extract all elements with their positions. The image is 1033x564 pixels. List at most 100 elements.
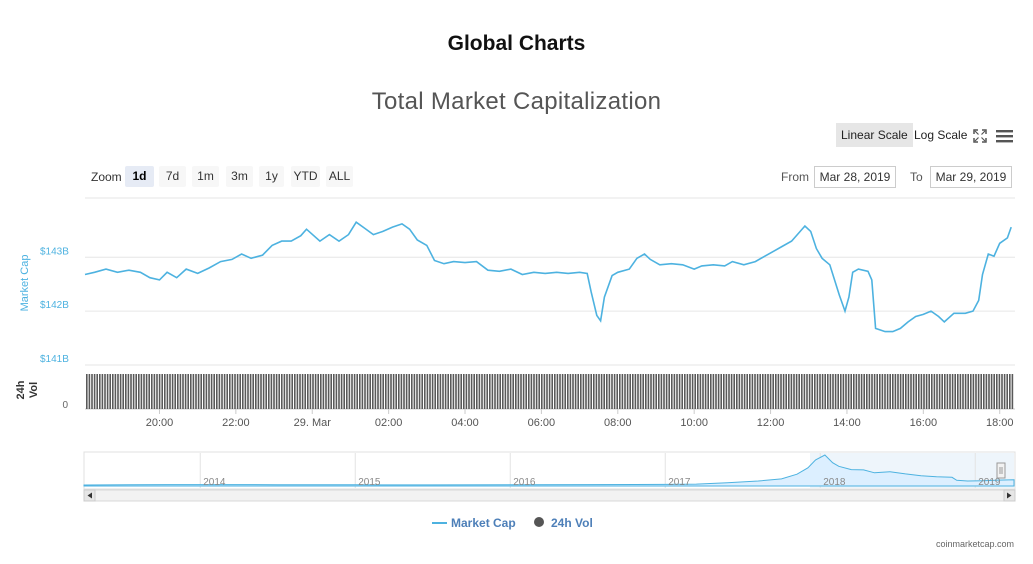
volume-bar (242, 374, 244, 409)
volume-bar (998, 374, 1001, 409)
volume-bar (132, 374, 135, 409)
volume-bar (86, 374, 88, 409)
volume-bar (444, 374, 447, 409)
volume-bar (600, 374, 603, 409)
volume-bar (517, 374, 520, 409)
volume-bar (361, 374, 364, 409)
volume-bar (265, 374, 267, 409)
volume-bar (223, 374, 226, 409)
log-scale-button[interactable]: Log Scale (914, 128, 968, 142)
volume-bar (522, 374, 525, 409)
volume-bar (959, 374, 962, 409)
x-tick-label: 16:00 (910, 417, 938, 429)
volume-bar (379, 374, 382, 409)
volume-bar (239, 374, 241, 409)
volume-bar (88, 374, 91, 409)
volume-bar (491, 374, 494, 409)
volume-bar (876, 374, 878, 409)
volume-bar (829, 374, 832, 409)
volume-bar (140, 374, 143, 409)
volume-bar (99, 374, 101, 409)
navigator-area (83, 454, 1015, 487)
volume-bar (863, 374, 865, 409)
volume-bar (938, 374, 941, 409)
volume-bar (91, 374, 93, 409)
volume-bar (307, 374, 309, 409)
hamburger-menu-icon[interactable] (996, 128, 1014, 144)
volume-bar (286, 374, 288, 409)
zoom-button-ytd[interactable]: YTD (291, 166, 320, 187)
volume-bar (559, 374, 561, 409)
scroll-right-arrow-icon (1007, 492, 1012, 499)
fullscreen-icon[interactable] (972, 128, 988, 144)
volume-bar (411, 374, 413, 409)
volume-bar (892, 374, 894, 409)
volume-bar (138, 374, 140, 409)
volume-bar (398, 374, 400, 409)
volume-bar (512, 374, 514, 409)
volume-bar (983, 374, 985, 409)
zoom-button-1y[interactable]: 1y (259, 166, 284, 187)
volume-bar (169, 374, 171, 409)
volume-bar (925, 374, 928, 409)
navigator-handle[interactable] (996, 462, 1006, 479)
x-tick-label: 20:00 (146, 417, 174, 429)
volume-bar (790, 374, 793, 409)
navigator-scrollbar[interactable] (83, 489, 1016, 502)
zoom-button-1d[interactable]: 1d (125, 166, 154, 187)
volume-bar (769, 374, 772, 409)
volume-bar (158, 374, 161, 409)
volume-bar (879, 374, 881, 409)
zoom-button-7d[interactable]: 7d (159, 166, 186, 187)
volume-bar (424, 374, 426, 409)
volume-bar (548, 374, 551, 409)
volume-bar (195, 374, 197, 409)
volume-bar (915, 374, 917, 409)
linear-scale-button[interactable]: Linear Scale (836, 123, 913, 147)
volume-bar (127, 374, 130, 409)
x-tick-label: 14:00 (833, 417, 861, 429)
volume-bar (905, 374, 907, 409)
volume-bar (853, 374, 855, 409)
volume-bar (413, 374, 416, 409)
volume-bar (236, 374, 239, 409)
volume-bar (543, 374, 546, 409)
volume-bar (1009, 374, 1011, 409)
volume-bar (827, 374, 829, 409)
volume-bar (645, 374, 647, 409)
volume-bar (964, 374, 967, 409)
volume-bar (366, 374, 369, 409)
zoom-button-1m[interactable]: 1m (192, 166, 219, 187)
volume-bar (678, 374, 681, 409)
volume-bar (151, 374, 153, 409)
volume-bar (821, 374, 824, 409)
zoom-button-all[interactable]: ALL (326, 166, 353, 187)
x-axis-ticks: 20:00 22:00 29. Mar 02:00 04:00 06:00 08:00 10:… (146, 409, 1013, 429)
volume-bar (278, 374, 280, 409)
to-label: To (910, 170, 923, 184)
y-tick-label: $143B (40, 246, 69, 257)
volume-bar (944, 374, 946, 409)
volume-bar (528, 374, 530, 409)
volume-bar (496, 374, 499, 409)
volume-bar (795, 374, 798, 409)
volume-bar (585, 374, 587, 409)
volume-bar (465, 374, 468, 409)
volume-bar (509, 374, 512, 409)
volume-bar (569, 374, 572, 409)
zoom-button-3m[interactable]: 3m (226, 166, 253, 187)
volume-bar (296, 374, 299, 409)
volume-bar (525, 374, 527, 409)
volume-bar (676, 374, 678, 409)
volume-bar (616, 374, 618, 409)
volume-bars (85, 374, 1015, 410)
to-date-input[interactable] (930, 166, 1012, 188)
source-credit: coinmarketcap.com (935, 539, 1014, 549)
volume-bar (229, 374, 231, 409)
volume-bar (710, 374, 712, 409)
volume-bar (275, 374, 278, 409)
volume-bar (730, 374, 733, 409)
from-date-input[interactable] (814, 166, 896, 188)
legend-item-24h-vol[interactable]: 24h Vol (534, 516, 593, 530)
legend-item-market-cap[interactable]: Market Cap (432, 516, 516, 530)
